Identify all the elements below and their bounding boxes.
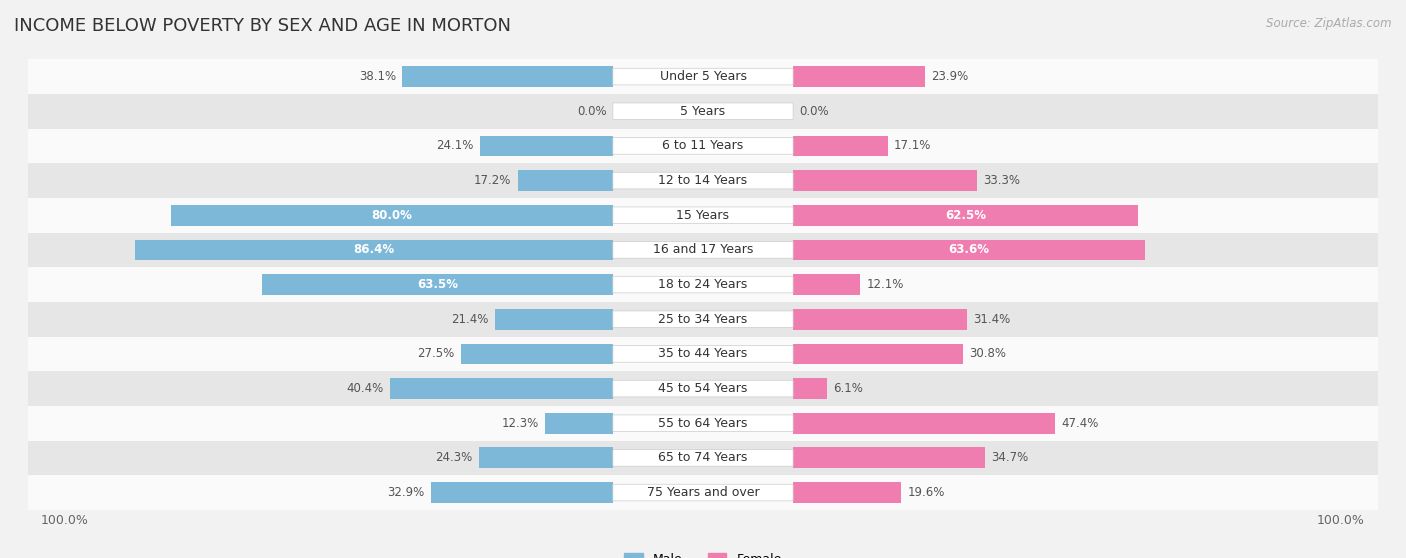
Bar — [28, 267, 1378, 302]
Bar — [793, 136, 887, 156]
Text: 15 Years: 15 Years — [676, 209, 730, 222]
FancyBboxPatch shape — [613, 242, 793, 258]
FancyBboxPatch shape — [613, 484, 793, 501]
Bar — [402, 66, 613, 87]
Text: Source: ZipAtlas.com: Source: ZipAtlas.com — [1267, 17, 1392, 30]
Text: 30.8%: 30.8% — [970, 348, 1007, 360]
Bar — [389, 378, 613, 399]
Bar — [495, 309, 613, 330]
Text: 34.7%: 34.7% — [991, 451, 1028, 464]
FancyBboxPatch shape — [613, 138, 793, 154]
FancyBboxPatch shape — [613, 311, 793, 328]
Text: 31.4%: 31.4% — [973, 312, 1011, 326]
Text: 0.0%: 0.0% — [576, 105, 606, 118]
FancyBboxPatch shape — [613, 207, 793, 224]
Bar — [262, 274, 613, 295]
Text: 35 to 44 Years: 35 to 44 Years — [658, 348, 748, 360]
Text: 25 to 34 Years: 25 to 34 Years — [658, 312, 748, 326]
Bar — [793, 170, 977, 191]
Text: 24.3%: 24.3% — [434, 451, 472, 464]
Bar — [28, 59, 1378, 94]
Bar — [28, 371, 1378, 406]
Bar — [793, 378, 827, 399]
Text: 38.1%: 38.1% — [359, 70, 396, 83]
Text: 16 and 17 Years: 16 and 17 Years — [652, 243, 754, 257]
Bar — [478, 448, 613, 468]
Bar — [28, 406, 1378, 441]
Text: 18 to 24 Years: 18 to 24 Years — [658, 278, 748, 291]
Text: 6 to 11 Years: 6 to 11 Years — [662, 140, 744, 152]
Text: 12.1%: 12.1% — [866, 278, 904, 291]
Bar — [793, 482, 901, 503]
FancyBboxPatch shape — [613, 172, 793, 189]
FancyBboxPatch shape — [613, 450, 793, 466]
FancyBboxPatch shape — [613, 68, 793, 85]
Text: 80.0%: 80.0% — [371, 209, 412, 222]
FancyBboxPatch shape — [613, 345, 793, 362]
Text: 55 to 64 Years: 55 to 64 Years — [658, 417, 748, 430]
Bar — [28, 336, 1378, 371]
Text: 24.1%: 24.1% — [436, 140, 474, 152]
Text: Under 5 Years: Under 5 Years — [659, 70, 747, 83]
Bar — [793, 205, 1139, 225]
Bar — [28, 94, 1378, 128]
Bar — [28, 441, 1378, 475]
Bar — [793, 274, 860, 295]
Text: 63.5%: 63.5% — [418, 278, 458, 291]
Text: 33.3%: 33.3% — [983, 174, 1021, 187]
FancyBboxPatch shape — [613, 103, 793, 119]
Text: 63.6%: 63.6% — [948, 243, 990, 257]
Text: 12.3%: 12.3% — [502, 417, 538, 430]
Bar — [793, 344, 963, 364]
Bar — [28, 475, 1378, 510]
Bar — [793, 448, 984, 468]
Text: 47.4%: 47.4% — [1062, 417, 1099, 430]
Text: 6.1%: 6.1% — [834, 382, 863, 395]
Text: INCOME BELOW POVERTY BY SEX AND AGE IN MORTON: INCOME BELOW POVERTY BY SEX AND AGE IN M… — [14, 17, 510, 35]
Text: 32.9%: 32.9% — [388, 486, 425, 499]
Bar — [28, 128, 1378, 163]
Bar — [28, 198, 1378, 233]
FancyBboxPatch shape — [613, 415, 793, 431]
Text: 23.9%: 23.9% — [932, 70, 969, 83]
Bar — [28, 302, 1378, 336]
Bar — [793, 309, 966, 330]
Text: 21.4%: 21.4% — [451, 312, 488, 326]
Bar — [28, 163, 1378, 198]
Bar — [479, 136, 613, 156]
Bar — [793, 66, 925, 87]
Text: 62.5%: 62.5% — [945, 209, 986, 222]
Bar — [461, 344, 613, 364]
Text: 0.0%: 0.0% — [800, 105, 830, 118]
Text: 27.5%: 27.5% — [418, 348, 454, 360]
Bar — [517, 170, 613, 191]
Legend: Male, Female: Male, Female — [619, 548, 787, 558]
Text: 75 Years and over: 75 Years and over — [647, 486, 759, 499]
Text: 65 to 74 Years: 65 to 74 Years — [658, 451, 748, 464]
Text: 19.6%: 19.6% — [908, 486, 945, 499]
Bar — [135, 239, 613, 261]
Text: 100.0%: 100.0% — [41, 514, 89, 527]
Text: 100.0%: 100.0% — [1317, 514, 1365, 527]
Text: 5 Years: 5 Years — [681, 105, 725, 118]
Bar — [546, 413, 613, 434]
Bar — [28, 233, 1378, 267]
Bar — [432, 482, 613, 503]
Bar — [170, 205, 613, 225]
Text: 17.1%: 17.1% — [894, 140, 931, 152]
Bar — [793, 413, 1054, 434]
Bar — [793, 239, 1144, 261]
Text: 40.4%: 40.4% — [346, 382, 384, 395]
Text: 45 to 54 Years: 45 to 54 Years — [658, 382, 748, 395]
Text: 17.2%: 17.2% — [474, 174, 512, 187]
FancyBboxPatch shape — [613, 276, 793, 293]
Text: 86.4%: 86.4% — [354, 243, 395, 257]
FancyBboxPatch shape — [613, 380, 793, 397]
Text: 12 to 14 Years: 12 to 14 Years — [658, 174, 748, 187]
